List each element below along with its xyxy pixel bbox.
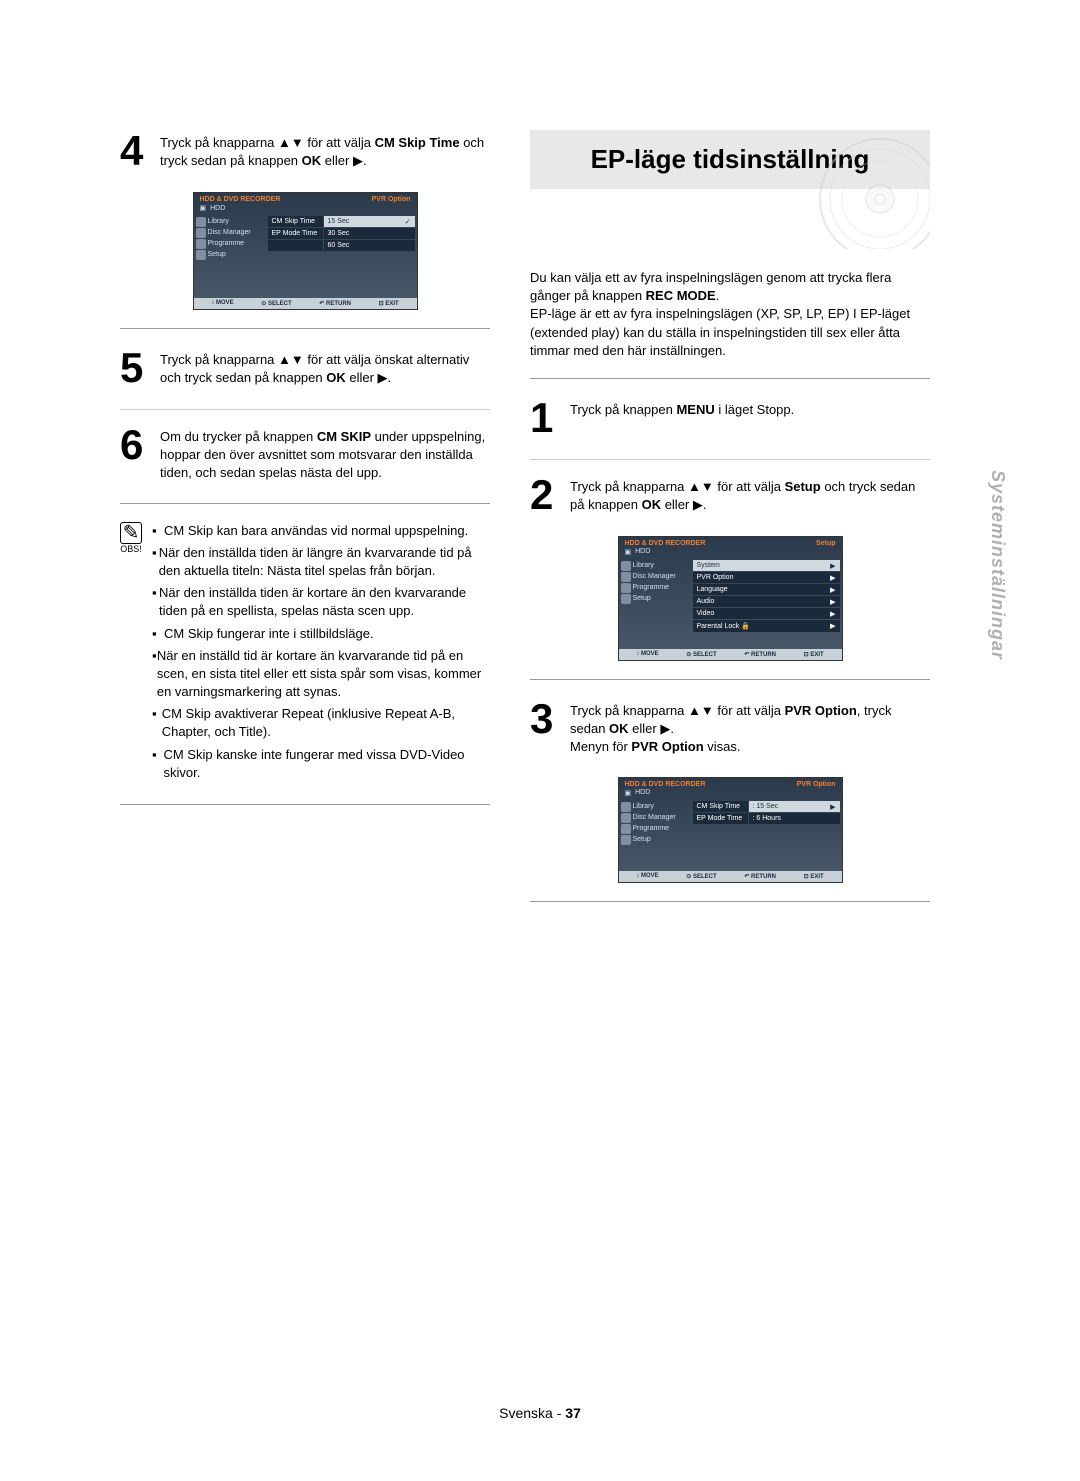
osd-screenshot-setup: HDD & DVD RECORDER Setup ▣HDD Library Di… [618,536,843,661]
osd2-menu: Library Disc Manager Programme Setup [619,558,691,649]
separator [530,679,930,680]
intro-paragraph: Du kan välja ett av fyra inspelningsläge… [530,269,930,360]
note-icon: ✎ OBS! [120,522,142,786]
separator [530,378,930,379]
osd1-footer: ↕ MOVE ⊙ SELECT ↶ RETURN ⊡ EXIT [194,298,417,309]
osd2-footer: ↕ MOVE ⊙ SELECT ↶ RETURN ⊡ EXIT [619,649,842,660]
hdd-icon: ▣ [200,204,207,212]
step-5-text: Tryck på knapparna ▲▼ för att välja önsk… [160,347,490,389]
separator [120,328,490,329]
page-footer: Svenska - 37 [0,1405,1080,1421]
step-4-number: 4 [120,130,150,172]
step-2: 2 Tryck på knapparna ▲▼ för att välja Se… [530,474,930,516]
step-5: 5 Tryck på knapparna ▲▼ för att välja ön… [120,347,490,389]
side-tab-label: Systeminställningar [987,470,1008,660]
osd2-content: System▶ PVR Option▶ Language▶ Audio▶ Vid… [691,558,842,649]
separator [530,901,930,902]
step-6: 6 Om du trycker på knappen CM SKIP under… [120,424,490,483]
separator [120,409,490,410]
osd2-hdd: HDD [635,548,650,555]
section-title: EP-läge tidsinställning [530,130,930,189]
step-2-text: Tryck på knapparna ▲▼ för att välja Setu… [570,474,930,516]
osd1-title: HDD & DVD RECORDER [200,196,281,203]
step-5-number: 5 [120,347,150,389]
osd2-title: HDD & DVD RECORDER [625,540,706,547]
step-4: 4 Tryck på knapparna ▲▼ för att välja CM… [120,130,490,172]
step-3-number: 3 [530,698,560,757]
osd3-content: CM Skip Time: 15 Sec▶ EP Mode Time: 6 Ho… [691,799,842,871]
osd3-menu: Library Disc Manager Programme Setup [619,799,691,871]
osd3-footer: ↕ MOVE ⊙ SELECT ↶ RETURN ⊡ EXIT [619,871,842,882]
osd1-menu: Library Disc Manager Programme Setup [194,214,266,298]
osd1-hdd: HDD [210,205,225,212]
step-3-text: Tryck på knapparna ▲▼ för att välja PVR … [570,698,930,757]
step-6-number: 6 [120,424,150,483]
step-4-text: Tryck på knapparna ▲▼ för att välja CM S… [160,130,490,172]
osd2-section: Setup [816,540,835,547]
osd3-hdd: HDD [635,789,650,796]
step-1-text: Tryck på knappen MENU i läget Stopp. [570,397,794,439]
disc-art-icon [770,129,930,249]
step-6-text: Om du trycker på knappen CM SKIP under u… [160,424,490,483]
osd3-section: PVR Option [797,781,836,788]
step-2-number: 2 [530,474,560,516]
osd-screenshot-pvr-option: HDD & DVD RECORDER PVR Option ▣HDD Libra… [618,777,843,883]
step-1-number: 1 [530,397,560,439]
note-list: ▪CM Skip kan bara användas vid normal up… [152,522,490,786]
osd1-content: CM Skip Time15 Sec✓ EP Mode Time30 Sec 6… [266,214,417,298]
step-3: 3 Tryck på knapparna ▲▼ för att välja PV… [530,698,930,757]
hdd-icon: ▣ [625,789,632,797]
separator [120,503,490,504]
step-1: 1 Tryck på knappen MENU i läget Stopp. [530,397,930,439]
note-label: OBS! [120,544,142,554]
osd3-title: HDD & DVD RECORDER [625,781,706,788]
note-block: ✎ OBS! ▪CM Skip kan bara användas vid no… [120,522,490,786]
osd1-section: PVR Option [372,196,411,203]
separator [530,459,930,460]
hdd-icon: ▣ [625,548,632,556]
osd-screenshot-cm-skip: HDD & DVD RECORDER PVR Option ▣HDD Libra… [193,192,418,310]
separator [120,804,490,805]
